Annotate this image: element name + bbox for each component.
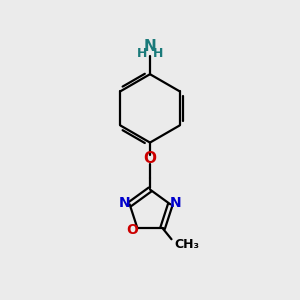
Text: O: O [127, 223, 139, 237]
Text: H: H [153, 47, 164, 60]
Text: N: N [144, 39, 156, 54]
Text: O: O [143, 152, 157, 166]
Text: H: H [136, 47, 147, 60]
Text: N: N [119, 196, 130, 210]
Text: CH₃: CH₃ [175, 238, 200, 251]
Text: N: N [169, 196, 181, 210]
